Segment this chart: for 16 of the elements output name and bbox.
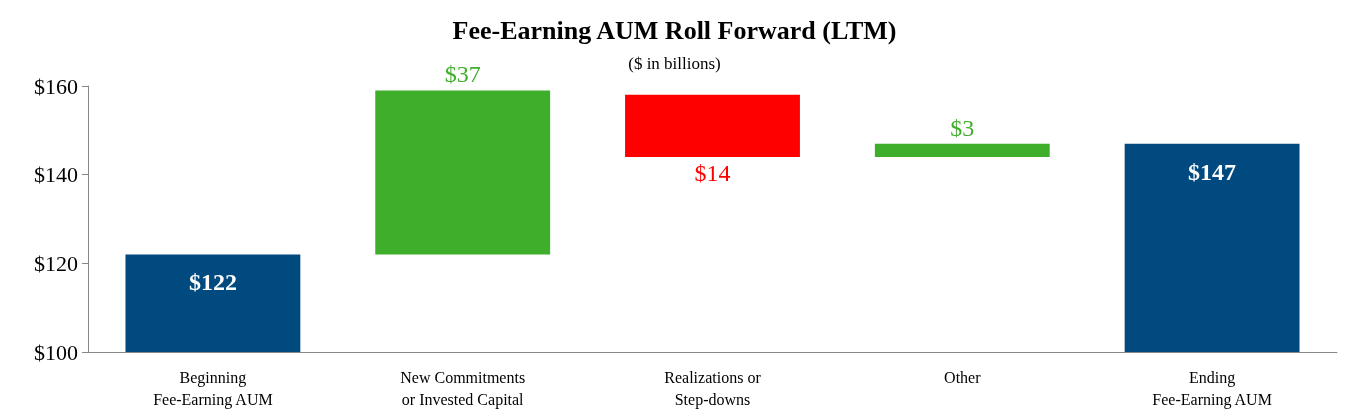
data-label: $3 [950, 114, 975, 141]
data-label: $147 [1188, 158, 1237, 185]
chart-title: Fee-Earning AUM Roll Forward (LTM) [452, 15, 897, 45]
y-tick-label: $100 [34, 339, 78, 365]
x-tick-label: Realizations or Step-downs [664, 368, 762, 409]
y-tick-label: $120 [34, 250, 78, 276]
data-label: $122 [188, 269, 237, 296]
data-label: $14 [694, 159, 731, 186]
chart-subtitle: ($ in billions) [628, 54, 721, 73]
x-tick-label: New Commitments or Invested Capital [400, 368, 526, 409]
y-tick-label: $160 [34, 73, 78, 99]
data-label: $37 [444, 61, 481, 88]
x-tick-label: Ending Fee-Earning AUM [1152, 368, 1272, 409]
x-tick-label: Beginning Fee-Earning AUM [153, 368, 273, 409]
y-tick-label: $140 [34, 162, 78, 188]
x-tick-label: Other [944, 368, 982, 386]
